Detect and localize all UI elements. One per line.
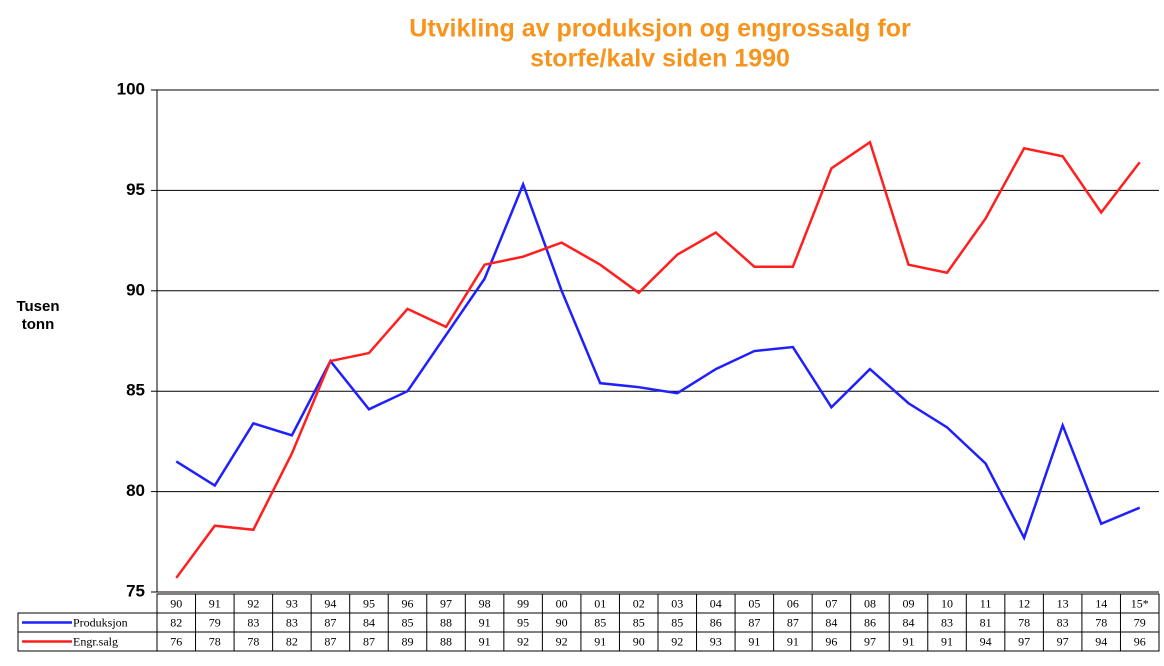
x-tick-label: 99 bbox=[517, 596, 529, 610]
x-tick-label: 98 bbox=[479, 596, 491, 610]
data-label: 89 bbox=[402, 634, 414, 648]
x-tick-label: 05 bbox=[748, 596, 760, 610]
data-label: 82 bbox=[170, 615, 182, 629]
data-label: 92 bbox=[556, 634, 568, 648]
data-label: 96 bbox=[1134, 634, 1146, 648]
data-label: 84 bbox=[363, 615, 375, 629]
y-axis-label: Tusen bbox=[16, 298, 59, 315]
data-label: 78 bbox=[209, 634, 221, 648]
series-line bbox=[175, 180, 1141, 541]
data-label: 85 bbox=[594, 615, 606, 629]
data-label: 90 bbox=[556, 615, 568, 629]
data-label: 94 bbox=[1095, 634, 1107, 648]
x-tick-label: 12 bbox=[1018, 596, 1030, 610]
data-label: 97 bbox=[864, 634, 876, 648]
data-label: 92 bbox=[671, 634, 683, 648]
x-tick-label: 06 bbox=[787, 596, 799, 610]
data-label: 91 bbox=[594, 634, 606, 648]
data-label: 87 bbox=[363, 634, 375, 648]
y-axis-label: tonn bbox=[22, 316, 54, 333]
x-tick-label: 93 bbox=[286, 596, 298, 610]
data-label: 92 bbox=[517, 634, 529, 648]
data-label: 87 bbox=[748, 615, 760, 629]
x-tick-label: 91 bbox=[209, 596, 221, 610]
y-tick-label: 85 bbox=[126, 381, 145, 400]
x-tick-label: 09 bbox=[903, 596, 915, 610]
data-label: 85 bbox=[402, 615, 414, 629]
x-tick-label: 04 bbox=[710, 596, 722, 610]
y-tick-label: 95 bbox=[126, 180, 145, 199]
data-label: 86 bbox=[864, 615, 876, 629]
x-tick-label: 01 bbox=[594, 596, 606, 610]
legend-label: Produksjon bbox=[73, 615, 128, 629]
x-tick-label: 96 bbox=[402, 596, 414, 610]
data-label: 88 bbox=[440, 615, 452, 629]
data-label: 82 bbox=[286, 634, 298, 648]
x-tick-label: 13 bbox=[1057, 596, 1069, 610]
data-label: 87 bbox=[787, 615, 799, 629]
x-tick-label: 14 bbox=[1095, 596, 1107, 610]
data-label: 85 bbox=[633, 615, 645, 629]
data-label: 91 bbox=[479, 634, 491, 648]
data-label: 79 bbox=[1134, 615, 1146, 629]
data-label: 91 bbox=[941, 634, 953, 648]
data-label: 86 bbox=[710, 615, 722, 629]
x-tick-label: 95 bbox=[363, 596, 375, 610]
y-tick-label: 80 bbox=[126, 481, 145, 500]
y-tick-label: 75 bbox=[126, 581, 145, 600]
data-label: 91 bbox=[748, 634, 760, 648]
data-label: 84 bbox=[903, 615, 915, 629]
data-label: 96 bbox=[825, 634, 837, 648]
x-tick-label: 03 bbox=[671, 596, 683, 610]
x-tick-label: 00 bbox=[556, 596, 568, 610]
x-tick-label: 02 bbox=[633, 596, 645, 610]
data-label: 94 bbox=[980, 634, 992, 648]
data-label: 78 bbox=[247, 634, 259, 648]
data-label: 97 bbox=[1018, 634, 1030, 648]
x-tick-label: 11 bbox=[980, 596, 992, 610]
data-label: 83 bbox=[941, 615, 953, 629]
x-tick-label: 10 bbox=[941, 596, 953, 610]
data-label: 90 bbox=[633, 634, 645, 648]
x-tick-label: 97 bbox=[440, 596, 452, 610]
data-label: 81 bbox=[980, 615, 992, 629]
x-tick-label: 08 bbox=[864, 596, 876, 610]
data-label: 95 bbox=[517, 615, 529, 629]
x-tick-label: 90 bbox=[170, 596, 182, 610]
series-line bbox=[175, 140, 1141, 579]
data-label: 78 bbox=[1018, 615, 1030, 629]
data-label: 83 bbox=[1057, 615, 1069, 629]
data-label: 83 bbox=[247, 615, 259, 629]
x-tick-label: 94 bbox=[324, 596, 336, 610]
data-label: 91 bbox=[479, 615, 491, 629]
chart-title: storfe/kalv siden 1990 bbox=[530, 45, 790, 73]
x-tick-label: 92 bbox=[247, 596, 259, 610]
data-label: 79 bbox=[209, 615, 221, 629]
chart-title: Utvikling av produksjon og engrossalg fo… bbox=[409, 15, 911, 43]
y-tick-label: 90 bbox=[126, 280, 145, 299]
data-label: 87 bbox=[324, 615, 336, 629]
data-label: 85 bbox=[671, 615, 683, 629]
data-label: 91 bbox=[787, 634, 799, 648]
data-label: 83 bbox=[286, 615, 298, 629]
data-label: 88 bbox=[440, 634, 452, 648]
data-label: 87 bbox=[324, 634, 336, 648]
data-label: 84 bbox=[825, 615, 837, 629]
data-label: 78 bbox=[1095, 615, 1107, 629]
y-tick-label: 100 bbox=[117, 79, 145, 98]
data-label: 91 bbox=[903, 634, 915, 648]
data-label: 76 bbox=[170, 634, 182, 648]
x-tick-label: 15* bbox=[1131, 596, 1149, 610]
x-tick-label: 07 bbox=[825, 596, 837, 610]
legend-label: Engr.salg bbox=[73, 634, 118, 648]
data-label: 97 bbox=[1057, 634, 1069, 648]
data-label: 93 bbox=[710, 634, 722, 648]
